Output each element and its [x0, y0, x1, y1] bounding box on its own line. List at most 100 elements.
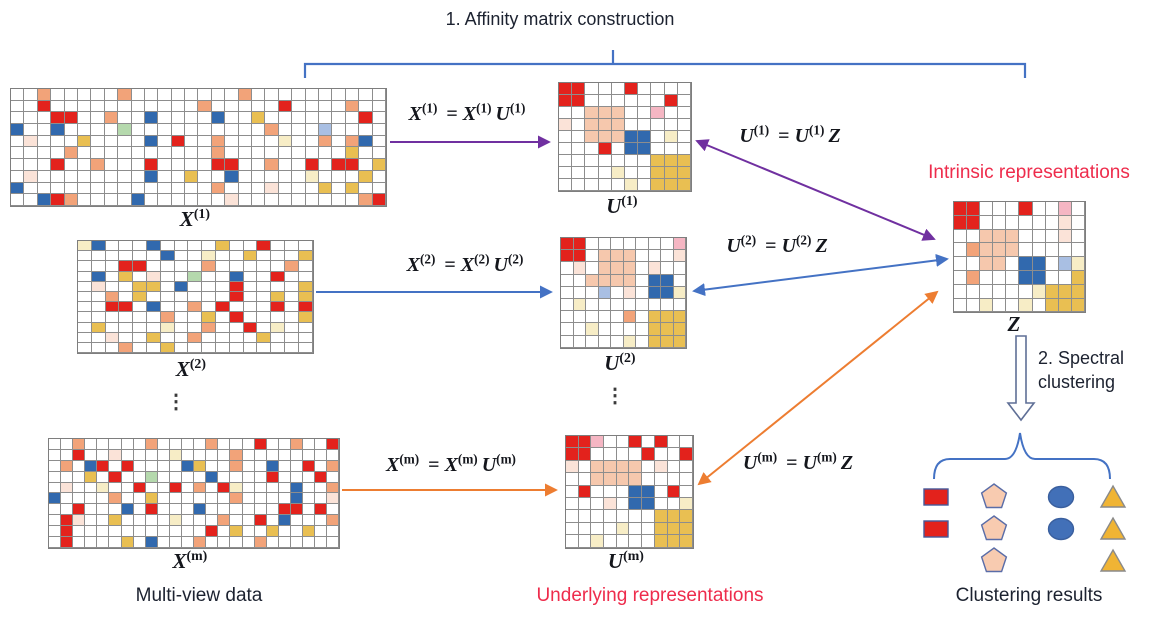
matrix-cell [265, 159, 279, 171]
matrix-cell [91, 112, 105, 125]
matrix-cell [604, 473, 617, 486]
matrix-cell [78, 271, 92, 282]
matrix-cell [133, 504, 146, 516]
matrix-cell [624, 131, 639, 143]
matrix-cell [185, 135, 199, 148]
matrix-cell [604, 485, 617, 498]
matrix-cell [109, 515, 122, 527]
matrix-cell [1032, 298, 1046, 313]
matrix-cell [993, 215, 1007, 230]
matrix-cell [345, 159, 360, 171]
matrix-cell [119, 312, 134, 323]
matrix-cell [616, 535, 630, 548]
matrix-cell [144, 89, 159, 101]
matrix-cell [654, 522, 668, 536]
matrix-cell [345, 135, 360, 148]
matrix-cell [202, 271, 216, 282]
matrix-cell [160, 322, 175, 333]
matrix-cell [144, 135, 159, 148]
matrix-cell [105, 291, 120, 303]
matrix-cell [667, 535, 681, 548]
matrix-cell [202, 322, 216, 333]
matrix-cell [598, 311, 611, 324]
matrix-cell [636, 311, 649, 324]
matrix-cell [284, 281, 299, 292]
matrix-cell [298, 241, 313, 252]
matrix-cell [638, 155, 652, 167]
matrix-cell [1045, 202, 1059, 216]
matrix-cell [667, 436, 681, 449]
matrix-cell [97, 515, 110, 527]
matrix-cell [198, 100, 212, 113]
matrix-cell [185, 112, 199, 125]
matrix-cell [105, 332, 120, 343]
matrix-cell [215, 302, 230, 313]
matrix-cell [598, 95, 612, 107]
matrix-cell [604, 460, 617, 474]
matrix-cell [578, 522, 592, 536]
matrix-cell [158, 112, 172, 125]
matrix-cell [624, 143, 639, 155]
matrix-cell [572, 155, 586, 167]
matrix-cell [198, 135, 212, 148]
matrix-cell [238, 100, 253, 113]
matrix-cell [278, 89, 293, 101]
matrix-cell [185, 147, 199, 160]
matrix-cell [292, 124, 306, 136]
matrix-cell [1006, 270, 1020, 285]
matrix-cell [298, 312, 313, 323]
matrix-cell [586, 238, 599, 251]
matrix-cell [266, 449, 279, 461]
matrix-cell [585, 179, 599, 191]
matrix-cell [188, 261, 203, 272]
matrix-cell [146, 332, 161, 343]
matrix-cell [133, 322, 147, 333]
matrix-cell [109, 493, 122, 505]
matrix-cell [49, 449, 62, 461]
matrix-cell [146, 312, 161, 323]
matrix-cell [1032, 215, 1046, 230]
matrix-cell [302, 526, 316, 538]
matrix-cell [611, 286, 624, 299]
matrix-cell [680, 460, 693, 474]
matrix-cell [667, 460, 681, 474]
matrix-cell [586, 274, 599, 287]
matrix-cell [278, 449, 291, 461]
matrix-cell [185, 124, 199, 136]
matrix-cell [174, 271, 189, 282]
matrix-cell [278, 526, 291, 538]
matrix-cell [677, 179, 691, 191]
matrix-cell [61, 526, 74, 538]
matrix-cell [215, 342, 230, 354]
matrix-cell [315, 460, 328, 472]
matrix-cell [169, 439, 183, 450]
spectral-clustering-arrow [1006, 335, 1036, 422]
matrix-cell [1071, 229, 1085, 244]
matrix-cell [302, 515, 316, 527]
matrix-cell [284, 322, 299, 333]
matrix-cell [572, 167, 586, 179]
matrix-cell [254, 537, 267, 548]
matrix-cell [202, 261, 216, 272]
matrix-cell [188, 312, 203, 323]
matrix-cell [121, 504, 134, 516]
matrix-cell [266, 471, 279, 483]
matrix-cell [229, 302, 244, 313]
matrix-cell [677, 155, 691, 167]
matrix-cell [359, 170, 373, 183]
matrix-cell [215, 312, 230, 323]
matrix-cell [292, 100, 306, 113]
matrix-cell [64, 112, 78, 125]
matrix-cell [131, 89, 145, 101]
matrix-cell [372, 194, 386, 206]
matrix-cell [1006, 215, 1020, 230]
matrix-cell [290, 471, 303, 483]
matrix-cell [611, 83, 625, 95]
matrix-cell [257, 342, 272, 354]
matrix-cell [133, 526, 146, 538]
matrix-cell [37, 100, 52, 113]
matrix-cell [578, 448, 592, 461]
matrix-cell [202, 312, 216, 323]
matrix-cell [242, 493, 255, 505]
matrix-cell [561, 238, 574, 251]
